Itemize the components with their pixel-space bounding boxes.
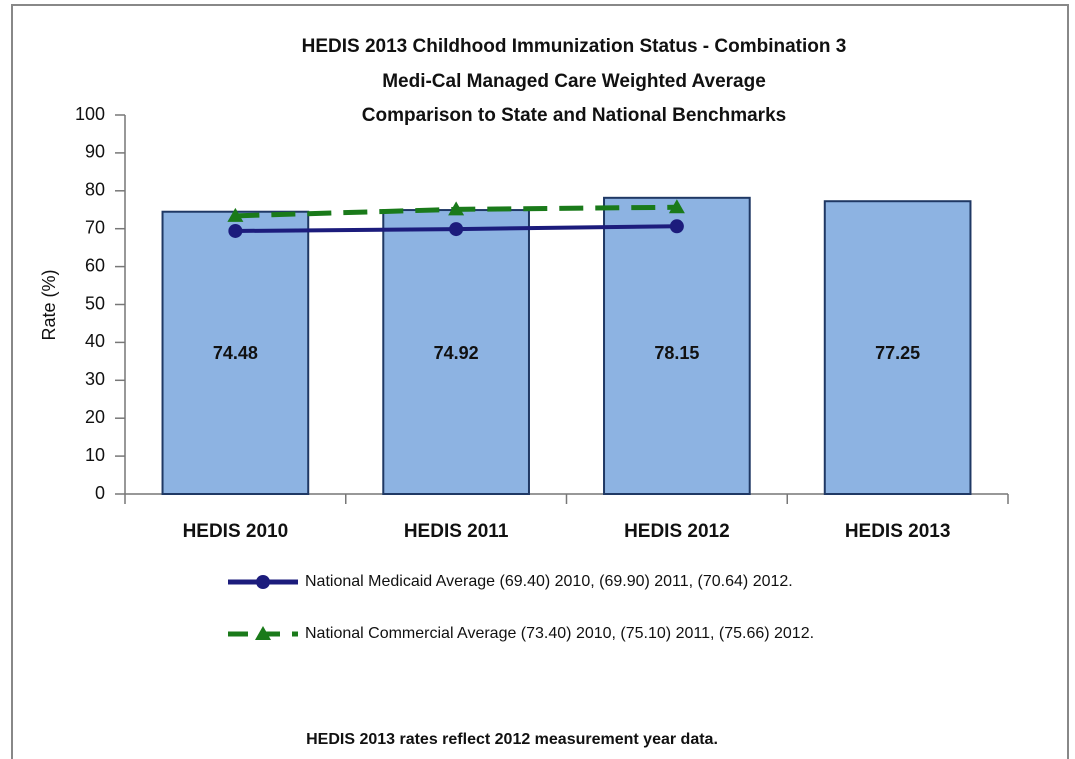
x-tick-label: HEDIS 2012: [624, 521, 730, 542]
bar: [603, 196, 751, 495]
x-tick-label: HEDIS 2010: [183, 521, 289, 542]
data-label: 74.48: [213, 343, 258, 363]
data-label: 74.92: [434, 343, 479, 363]
line-marker: [227, 207, 244, 222]
legend-label: National Commercial Average (73.40) 2010…: [305, 625, 814, 642]
line-marker: [448, 201, 465, 216]
data-label: 77.25: [875, 343, 920, 363]
y-tick-label: 50: [85, 293, 105, 313]
y-tick-label: 20: [85, 407, 105, 427]
x-tick-label: HEDIS 2013: [845, 521, 951, 542]
line-marker: [669, 219, 684, 234]
footnote: HEDIS 2013 rates reflect 2012 measuremen…: [306, 731, 718, 748]
legend-marker: [256, 575, 270, 589]
y-tick-label: 60: [85, 255, 105, 275]
bar: [823, 200, 972, 495]
y-tick-label: 80: [85, 180, 105, 200]
legend-marker: [255, 626, 271, 640]
y-tick-label: 0: [95, 483, 105, 503]
bar: [382, 209, 530, 496]
bar: [161, 210, 310, 495]
x-tick-label: HEDIS 2011: [404, 521, 509, 542]
y-tick-label: 10: [85, 445, 105, 465]
line-marker: [668, 199, 685, 214]
y-tick-label: 40: [85, 331, 105, 351]
line-marker: [228, 223, 243, 238]
data-label: 78.15: [654, 343, 699, 363]
y-axis-label: Rate (%): [39, 269, 59, 340]
chart-title: Medi-Cal Managed Care Weighted Average: [382, 71, 766, 92]
y-tick-label: 100: [75, 104, 105, 124]
y-tick-label: 70: [85, 217, 105, 237]
y-tick-label: 30: [85, 369, 105, 389]
legend-label: National Medicaid Average (69.40) 2010, …: [305, 573, 793, 590]
line-marker: [449, 222, 464, 237]
chart-title: HEDIS 2013 Childhood Immunization Status…: [302, 36, 847, 57]
y-tick-label: 90: [85, 142, 105, 162]
chart-title: Comparison to State and National Benchma…: [362, 105, 786, 126]
